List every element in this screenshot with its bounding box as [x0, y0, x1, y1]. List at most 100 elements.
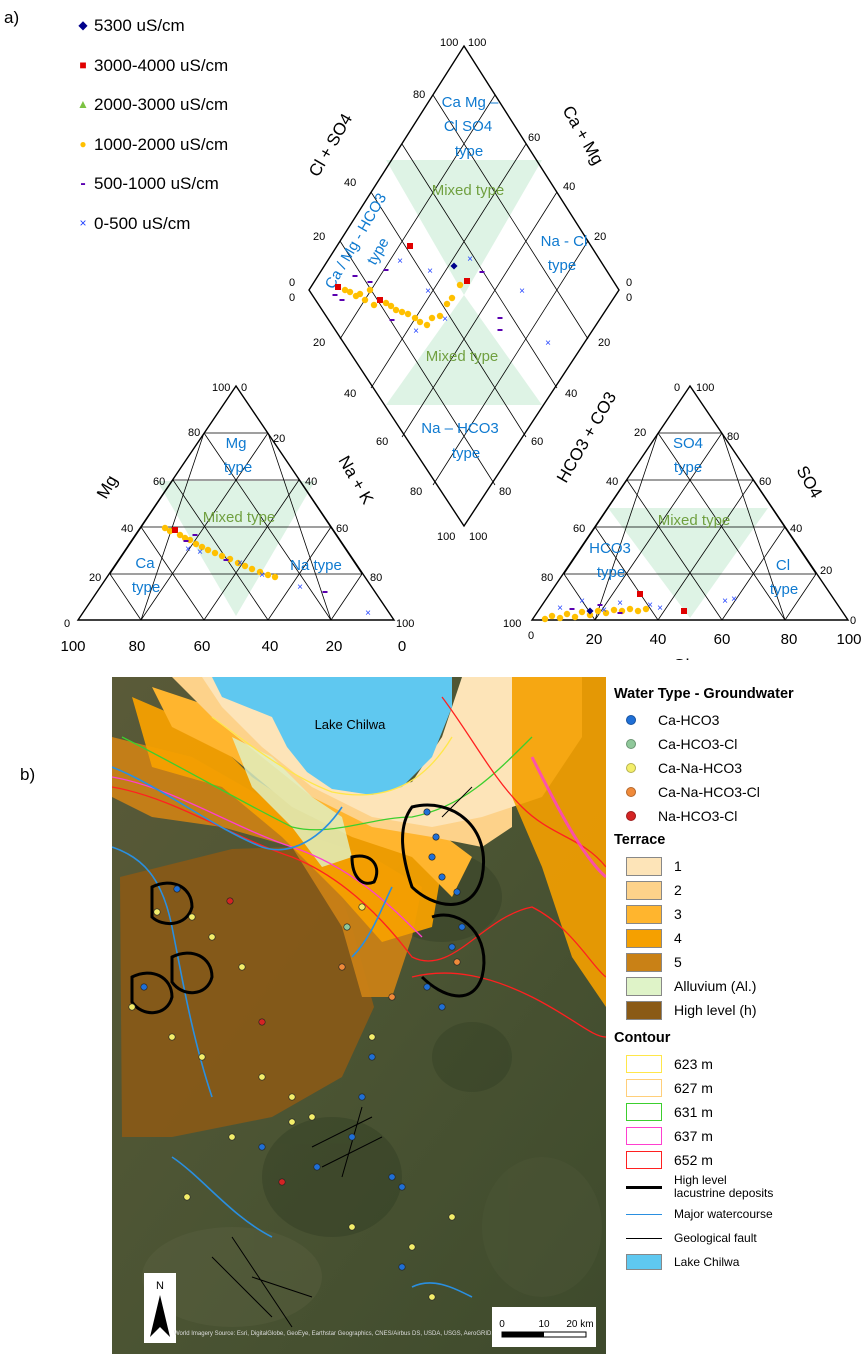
anion-data-point: × [731, 594, 737, 605]
cation-data-point: × [297, 582, 303, 593]
cation-data-point [204, 546, 212, 554]
legend-marker: × [79, 215, 87, 230]
panel-b-label: b) [20, 765, 36, 784]
anion-points: ×××× × ×× × [541, 591, 737, 623]
svg-text:0: 0 [626, 292, 632, 304]
svg-text:80: 80 [188, 427, 200, 439]
panel-a-label: a) [4, 8, 20, 27]
anion-axis-bottom: Cl [673, 656, 690, 660]
legend-label: 3000-4000 uS/cm [94, 55, 229, 75]
zone-label: type [224, 459, 252, 476]
anion-data-point [571, 613, 579, 621]
sample-point [368, 1033, 376, 1041]
sample-point [423, 983, 431, 991]
watercourses [112, 766, 473, 1298]
legend-label: Ca-HCO3 [658, 712, 720, 728]
legend-row: ● 1000-2000 uS/cm [76, 125, 228, 165]
diamond-data-point: × [545, 338, 551, 349]
legend-row: ▲ 2000-3000 uS/cm [76, 85, 228, 125]
anion-data-point [556, 614, 564, 622]
diamond-data-point [497, 329, 503, 331]
diamond-data-point [361, 296, 369, 304]
faults [211, 786, 473, 1328]
svg-text:20: 20 [598, 337, 610, 349]
legend-row: ◆ 5300 uS/cm [76, 6, 228, 46]
sample-point [438, 1003, 446, 1011]
svg-text:40: 40 [606, 476, 618, 488]
anion-data-point [602, 609, 610, 617]
fault-swatch [626, 1237, 662, 1239]
sample-point [423, 808, 431, 816]
anion-data-point: × [617, 598, 623, 609]
sample-point [398, 1263, 406, 1271]
zone-label: Mixed type [432, 182, 505, 199]
zone-label: Cl SO4 [444, 118, 492, 135]
diamond-data-point [392, 306, 400, 314]
diamond-data-point [448, 294, 456, 302]
svg-text:20: 20 [820, 565, 832, 577]
groundwater-map: Lake Chilwa N World Imagery [112, 677, 606, 1354]
legend-row: 623 m [614, 1052, 854, 1076]
diamond-data-point [450, 262, 458, 270]
svg-text:40: 40 [790, 523, 802, 535]
svg-text:60: 60 [153, 476, 165, 488]
sample-point [228, 1133, 236, 1141]
alluvium-area [232, 737, 352, 867]
water-type-dot [626, 739, 636, 749]
anion-data-point [597, 604, 603, 606]
zone-label: Mixed type [203, 509, 276, 526]
sample-points [128, 808, 466, 1301]
diamond-data-point [411, 314, 419, 322]
sample-point [258, 1018, 266, 1026]
scale-0: 0 [499, 1319, 505, 1330]
cation-axis-right: Na + K [335, 453, 378, 508]
svg-text:80: 80 [413, 89, 425, 101]
cation-data-point [256, 568, 264, 576]
legend-label-line: lacustrine deposits [674, 1186, 774, 1200]
anion-data-point [681, 608, 687, 614]
legend-row: Ca-HCO3 [614, 708, 854, 732]
legend-label: Lake Chilwa [674, 1254, 740, 1269]
tick-label: 20 [326, 638, 343, 655]
sample-point [338, 963, 346, 971]
map-legend: Water Type - Groundwater Ca-HCO3 Ca-HCO3-… [614, 684, 854, 1274]
legend-row: Major watercourse [614, 1202, 854, 1226]
legend-marker: ● [79, 136, 87, 151]
legend-label: High level (h) [674, 1002, 757, 1018]
svg-text:0: 0 [289, 277, 295, 289]
anion-data-point [594, 607, 602, 615]
sample-point [308, 1113, 316, 1121]
legend-row: 3 [614, 902, 854, 926]
sample-point [278, 1178, 286, 1186]
legend-label: Ca-Na-HCO3 [658, 760, 743, 776]
legend-row: 5 [614, 950, 854, 974]
sample-point [448, 1213, 456, 1221]
legend-row: 4 [614, 926, 854, 950]
tick-label: 20 [586, 631, 603, 648]
legend-label: 637 m [674, 1128, 713, 1144]
cation-data-point [166, 527, 174, 535]
diamond-data-point: × [427, 266, 433, 277]
diamond-data-point [383, 269, 389, 271]
anion-data-point: × [722, 596, 728, 607]
water-type-dot [626, 763, 636, 773]
legend-label: Ca-Na-HCO3-Cl [658, 784, 760, 800]
diamond-data-point [387, 302, 395, 310]
cation-outline [76, 384, 396, 621]
north-arrow: N [144, 1273, 176, 1343]
legend-row: Ca-Na-HCO3-Cl [614, 780, 854, 804]
watercourse-swatch [626, 1213, 662, 1215]
svg-text:20: 20 [634, 427, 646, 439]
anion-data-point [637, 591, 643, 597]
svg-text:100: 100 [396, 618, 414, 630]
sample-point [288, 1118, 296, 1126]
diamond-data-point [339, 299, 345, 301]
svg-text:0: 0 [289, 292, 295, 304]
tick-label: 60 [194, 638, 211, 655]
svg-text:60: 60 [376, 436, 388, 448]
diamond-data-point [341, 286, 349, 294]
sample-point [313, 1163, 321, 1171]
diamond-outline [308, 44, 620, 528]
zone-label: type [548, 257, 576, 274]
cation-data-point [241, 562, 249, 570]
